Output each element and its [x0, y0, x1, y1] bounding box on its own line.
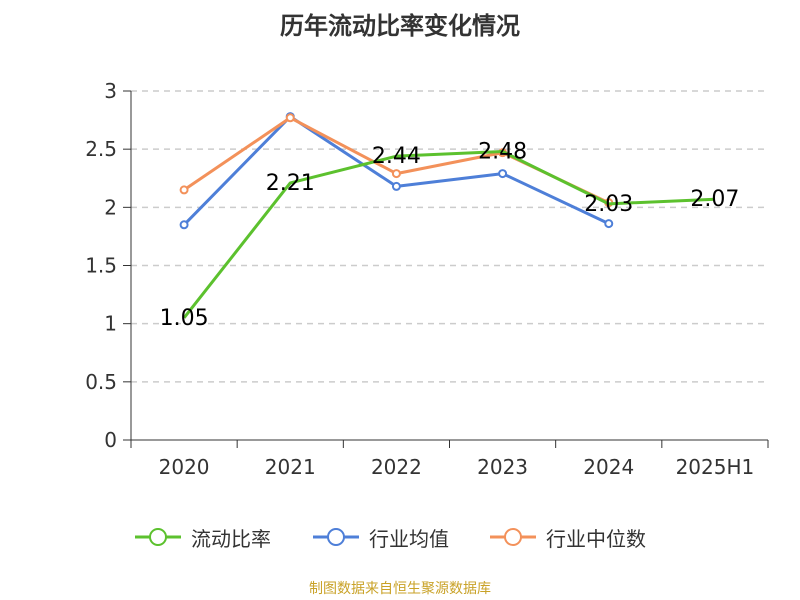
grid-lines: [131, 90, 768, 383]
y-tick-label: 1.5: [85, 254, 117, 278]
x-tick-label: 2021: [265, 455, 316, 479]
data-point: [391, 169, 401, 179]
data-label: 2.48: [478, 139, 527, 164]
y-tick-label: 2.5: [85, 137, 117, 161]
chart-title: 历年流动比率变化情况: [280, 12, 520, 40]
legend: 流动比率 行业均值 行业中位数: [0, 520, 800, 554]
x-tick-label: 2022: [371, 455, 422, 479]
axes: 0 0.5 1 1.5 2 2.5 3 2020 2021 2022 2023 2024 2025H1: [85, 79, 769, 479]
legend-item-hangyezhongweishu[interactable]: 行业中位数: [488, 520, 646, 554]
legend-marker-icon: [490, 528, 536, 546]
data-label: 2.07: [690, 187, 739, 212]
x-tick-label: 2025H1: [676, 455, 755, 479]
y-tick-label: 0.5: [85, 370, 117, 394]
x-tick-label: 2024: [583, 455, 634, 479]
y-tick-label: 1: [104, 312, 117, 336]
data-label: 1.05: [160, 306, 209, 331]
legend-label: 行业中位数: [546, 526, 646, 551]
legend-marker-icon: [135, 528, 181, 546]
legend-item-hangyejunzhi[interactable]: 行业均值: [311, 520, 449, 554]
data-point: [179, 220, 189, 230]
legend-marker-icon: [313, 528, 359, 546]
data-point: [604, 219, 614, 229]
y-tick-label: 3: [104, 79, 117, 103]
data-label: 2.03: [584, 192, 633, 217]
series-line: [182, 149, 715, 319]
data-labels: 1.05 2.21 2.44 2.48 2.03 2.07: [160, 139, 740, 330]
data-source-note: 制图数据来自恒生聚源数据库: [309, 581, 491, 597]
data-point: [391, 181, 401, 191]
y-tick-label: 2: [104, 195, 117, 219]
legend-label: 行业均值: [369, 526, 449, 551]
data-point: [498, 169, 508, 179]
x-tick-label: 2023: [477, 455, 528, 479]
legend-label: 流动比率: [191, 526, 271, 551]
data-point: [285, 113, 295, 123]
x-tick-label: 2020: [159, 455, 210, 479]
data-label: 2.21: [266, 171, 315, 196]
data-label: 2.44: [372, 144, 421, 169]
series-lines: [179, 112, 715, 319]
y-tick-label: 0: [104, 428, 117, 452]
legend-item-liudongbilv[interactable]: 流动比率: [133, 520, 271, 554]
data-point: [179, 185, 189, 195]
